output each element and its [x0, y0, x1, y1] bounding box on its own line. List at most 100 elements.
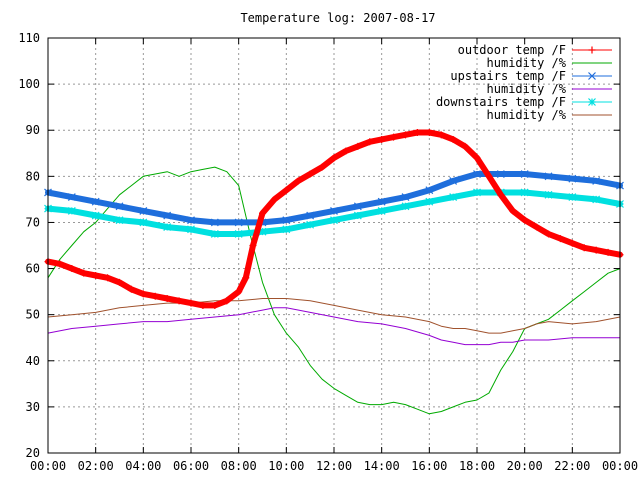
series-3: [47, 307, 621, 346]
legend-label: humidity /%: [487, 108, 567, 122]
series-point: [378, 135, 386, 143]
y-tick-label: 40: [26, 354, 40, 368]
x-tick-label: 00:00: [602, 459, 638, 473]
x-tick-label: 10:00: [268, 459, 304, 473]
series-point: [354, 142, 362, 150]
legend-marker: [588, 46, 596, 54]
series-point: [544, 172, 553, 181]
series-point: [235, 288, 243, 296]
series-point: [533, 223, 541, 231]
series-layer: [44, 129, 624, 415]
series-point: [67, 206, 76, 215]
series-point: [163, 295, 171, 303]
series-point: [249, 242, 257, 249]
y-tick-label: 100: [18, 77, 40, 91]
series-point: [104, 274, 112, 282]
series-point: [556, 235, 564, 243]
series-point: [401, 193, 410, 202]
series-0: [44, 129, 624, 309]
series-point: [390, 133, 398, 141]
series-point: [521, 216, 529, 224]
series-point: [234, 218, 243, 227]
series-point: [282, 186, 290, 194]
legend-label: humidity /%: [487, 56, 567, 70]
series-point: [497, 191, 505, 199]
series-point: [353, 211, 362, 220]
series-point: [568, 239, 576, 247]
series-point: [425, 186, 434, 195]
legend-label: humidity /%: [487, 82, 567, 96]
series-point: [80, 269, 88, 277]
series-point: [377, 206, 386, 215]
series-point: [68, 265, 76, 273]
series-point: [568, 174, 577, 183]
series-point: [187, 299, 195, 307]
series-point: [449, 177, 458, 185]
series-point: [330, 206, 338, 215]
series-point: [91, 211, 100, 220]
series-point: [425, 197, 434, 206]
series-point: [234, 230, 243, 238]
y-tick-label: 90: [26, 123, 40, 137]
series-point: [56, 260, 64, 268]
y-tick-label: 110: [18, 31, 40, 45]
series-point: [91, 197, 100, 206]
series-point: [520, 170, 529, 178]
series-point: [139, 218, 148, 227]
series-point: [139, 206, 148, 215]
series-5: [47, 298, 621, 334]
series-line: [47, 307, 621, 346]
series-point: [306, 211, 315, 220]
series-point: [259, 209, 266, 217]
series-point: [210, 218, 219, 227]
series-point: [401, 202, 410, 211]
y-tick-label: 80: [26, 169, 40, 183]
chart-title: Temperature log: 2007-08-17: [240, 11, 435, 25]
y-tick-label: 60: [26, 262, 40, 276]
series-point: [175, 297, 183, 305]
x-tick-label: 20:00: [507, 459, 543, 473]
series-point: [187, 216, 195, 225]
series-point: [282, 216, 291, 225]
y-tick-label: 20: [26, 446, 40, 460]
series-point: [270, 195, 278, 203]
x-tick-label: 06:00: [173, 459, 209, 473]
series-point: [242, 274, 250, 282]
x-tick-label: 18:00: [459, 459, 495, 473]
legend-label: downstairs temp /F: [436, 95, 566, 109]
series-point: [461, 142, 469, 150]
series-point: [115, 202, 124, 211]
series-point: [342, 147, 350, 155]
x-tick-label: 04:00: [125, 459, 161, 473]
y-axis: 20 30 40 50 60 70 80 90 100 110: [18, 31, 620, 460]
x-tick-label: 16:00: [411, 459, 447, 473]
series-point: [116, 278, 123, 286]
series-point: [520, 188, 529, 197]
y-tick-label: 50: [26, 308, 40, 322]
x-tick-label: 12:00: [316, 459, 352, 473]
series-point: [437, 131, 445, 139]
series-point: [425, 129, 433, 137]
series-4: [44, 188, 624, 238]
series-point: [366, 138, 374, 146]
series-point: [544, 190, 553, 199]
series-point: [413, 129, 421, 137]
series-point: [163, 211, 172, 220]
legend-marker: [588, 98, 596, 106]
series-point: [592, 246, 600, 254]
y-tick-label: 70: [26, 215, 40, 229]
y-tick-label: 30: [26, 400, 40, 414]
series-point: [473, 188, 481, 197]
series-point: [473, 154, 481, 162]
series-point: [592, 195, 601, 204]
series-point: [187, 225, 195, 234]
series-line: [47, 298, 621, 334]
series-point: [258, 227, 267, 236]
series-point: [211, 301, 219, 309]
series-point: [127, 285, 135, 293]
series-point: [592, 177, 601, 185]
series-point: [306, 170, 314, 178]
series-point: [282, 225, 291, 234]
